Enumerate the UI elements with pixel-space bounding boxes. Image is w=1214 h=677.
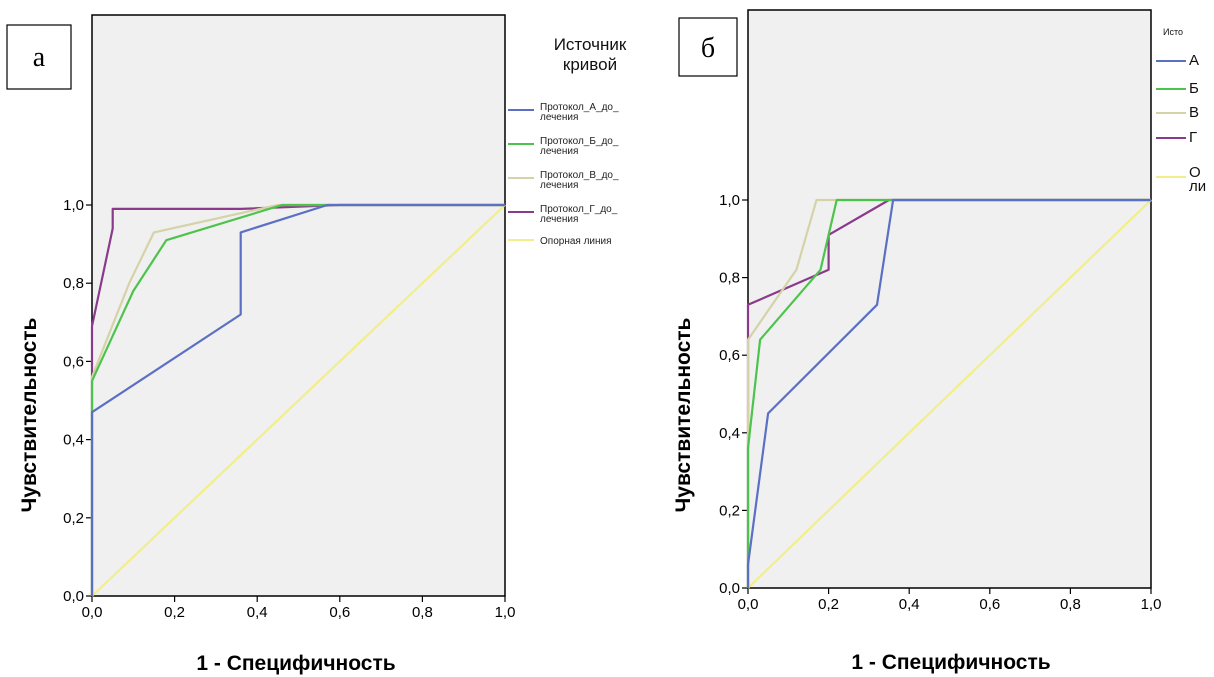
y-tick-label: 1,0 — [719, 192, 740, 209]
y-tick-label: 1,0 — [63, 197, 84, 214]
panel-label-box — [6, 24, 72, 90]
y-tick-label: 0,2 — [719, 502, 740, 519]
x-tick-label: 0,8 — [412, 604, 433, 621]
x-tick-label: 0,4 — [899, 596, 920, 613]
legend-label: Г — [1189, 129, 1197, 146]
legend-label: О — [1189, 164, 1201, 181]
legend-label: Протокол_А_до_ — [540, 102, 619, 113]
legend-title: кривой — [563, 55, 617, 74]
x-tick-label: 0,8 — [1060, 596, 1081, 613]
y-tick-label: 0,8 — [63, 275, 84, 292]
legend-label: лечения — [540, 112, 578, 123]
legend-label: Протокол_Б_до_ — [540, 136, 619, 147]
legend-label: Б — [1189, 80, 1199, 97]
panel-label: б — [701, 33, 715, 64]
x-tick-label: 0,6 — [979, 596, 1000, 613]
panel-label-box — [678, 17, 738, 77]
y-tick-label: 0,4 — [63, 432, 84, 449]
y-tick-label: 0,6 — [63, 353, 84, 370]
legend-label: В — [1189, 104, 1199, 121]
x-axis-title: 1 - Специфичность — [196, 652, 395, 675]
x-tick-label: 0,2 — [164, 604, 185, 621]
y-tick-label: 0,4 — [719, 425, 740, 442]
y-axis-title: Чувствительность — [672, 317, 695, 512]
legend-label: Протокол_В_до_ — [540, 170, 619, 181]
series-line-2 — [746, 198, 1151, 588]
plot-area — [91, 14, 506, 597]
series-line-5 — [747, 199, 1152, 589]
legend-label: лечения — [540, 146, 578, 157]
legend-label: лечения — [540, 180, 578, 191]
y-tick-label: 0,2 — [63, 510, 84, 527]
x-tick-label: 0,6 — [329, 604, 350, 621]
panel-label: а — [33, 42, 46, 73]
x-tick-label: 0,0 — [738, 596, 759, 613]
x-tick-label: 0,0 — [82, 604, 103, 621]
y-axis-title: Чувствительность — [18, 317, 41, 512]
chart-panel-б: 0,0 0,2 0,4 0,6 0,8 1,0 0,0 0,2 0,4 0,6 0,8 1,0 1 - … — [672, 9, 1206, 674]
legend: ИсточниккривойПротокол_А_до_леченияПрото… — [508, 35, 627, 247]
series-line-5 — [91, 204, 506, 597]
legend-title: Источник — [554, 35, 627, 54]
y-tick-label: 0,8 — [719, 270, 740, 287]
legend-label: лечения — [540, 214, 578, 225]
y-tick-label: 0,0 — [63, 588, 84, 605]
legend-label: Опорная линия — [540, 236, 612, 247]
x-tick-label: 0,4 — [247, 604, 268, 621]
legend-title: Исто — [1163, 27, 1183, 37]
plot-area — [747, 9, 1152, 589]
y-tick-label: 0,0 — [719, 580, 740, 597]
chart-panel-а: 0,0 0,2 0,4 0,6 0,8 1,0 0,0 0,2 0,4 0,6 0,8 1,0 1 - … — [6, 14, 627, 675]
y-tick-label: 0,6 — [719, 347, 740, 364]
legend-label: А — [1189, 52, 1199, 69]
x-tick-label: 1,0 — [1141, 596, 1162, 613]
x-tick-label: 0,2 — [818, 596, 839, 613]
legend-label: ли — [1189, 178, 1206, 195]
x-axis-title: 1 - Специфичность — [851, 651, 1050, 674]
x-tick-label: 1,0 — [495, 604, 516, 621]
series-line-1 — [746, 198, 1151, 588]
legend-label: Протокол_Г_до_ — [540, 204, 618, 215]
series-line-1 — [90, 203, 505, 596]
